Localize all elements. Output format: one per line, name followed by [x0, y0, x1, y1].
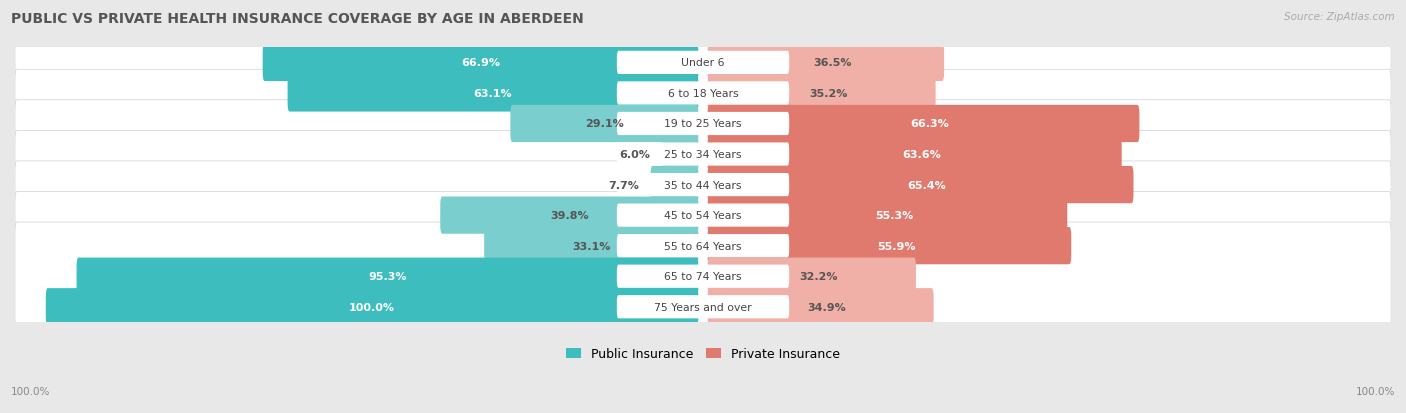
Text: PUBLIC VS PRIVATE HEALTH INSURANCE COVERAGE BY AGE IN ABERDEEN: PUBLIC VS PRIVATE HEALTH INSURANCE COVER…: [11, 12, 583, 26]
Text: 100.0%: 100.0%: [1355, 387, 1395, 396]
FancyBboxPatch shape: [617, 295, 789, 318]
Text: 36.5%: 36.5%: [813, 58, 852, 68]
Text: Source: ZipAtlas.com: Source: ZipAtlas.com: [1284, 12, 1395, 22]
FancyBboxPatch shape: [15, 9, 1391, 178]
Text: 95.3%: 95.3%: [368, 272, 406, 282]
Legend: Public Insurance, Private Insurance: Public Insurance, Private Insurance: [561, 342, 845, 366]
FancyBboxPatch shape: [707, 288, 934, 325]
Text: 35.2%: 35.2%: [808, 89, 848, 99]
FancyBboxPatch shape: [662, 136, 699, 173]
FancyBboxPatch shape: [617, 82, 789, 105]
Text: 55.9%: 55.9%: [877, 241, 915, 251]
FancyBboxPatch shape: [707, 75, 935, 112]
FancyBboxPatch shape: [484, 228, 699, 265]
Text: 55 to 64 Years: 55 to 64 Years: [664, 241, 742, 251]
Text: 7.7%: 7.7%: [609, 180, 640, 190]
FancyBboxPatch shape: [263, 45, 699, 82]
FancyBboxPatch shape: [15, 192, 1391, 361]
FancyBboxPatch shape: [617, 113, 789, 136]
Text: 6 to 18 Years: 6 to 18 Years: [668, 89, 738, 99]
FancyBboxPatch shape: [617, 52, 789, 75]
Text: 6.0%: 6.0%: [620, 150, 651, 160]
FancyBboxPatch shape: [617, 265, 789, 288]
FancyBboxPatch shape: [15, 161, 1391, 331]
Text: 29.1%: 29.1%: [585, 119, 624, 129]
Text: 25 to 34 Years: 25 to 34 Years: [664, 150, 742, 160]
Text: 35 to 44 Years: 35 to 44 Years: [664, 180, 742, 190]
FancyBboxPatch shape: [707, 45, 943, 82]
Text: 75 Years and over: 75 Years and over: [654, 302, 752, 312]
FancyBboxPatch shape: [617, 143, 789, 166]
FancyBboxPatch shape: [76, 258, 699, 295]
FancyBboxPatch shape: [617, 173, 789, 197]
Text: 63.6%: 63.6%: [901, 150, 941, 160]
Text: 100.0%: 100.0%: [349, 302, 395, 312]
FancyBboxPatch shape: [15, 101, 1391, 270]
Text: Under 6: Under 6: [682, 58, 724, 68]
FancyBboxPatch shape: [46, 288, 699, 325]
Text: 39.8%: 39.8%: [550, 211, 589, 221]
FancyBboxPatch shape: [617, 204, 789, 227]
FancyBboxPatch shape: [707, 228, 1071, 265]
FancyBboxPatch shape: [15, 131, 1391, 300]
FancyBboxPatch shape: [617, 235, 789, 258]
FancyBboxPatch shape: [440, 197, 699, 234]
FancyBboxPatch shape: [707, 258, 915, 295]
Text: 45 to 54 Years: 45 to 54 Years: [664, 211, 742, 221]
Text: 66.3%: 66.3%: [911, 119, 949, 129]
Text: 66.9%: 66.9%: [461, 58, 501, 68]
FancyBboxPatch shape: [15, 40, 1391, 209]
FancyBboxPatch shape: [15, 223, 1391, 392]
Text: 65.4%: 65.4%: [908, 180, 946, 190]
Text: 32.2%: 32.2%: [799, 272, 838, 282]
FancyBboxPatch shape: [651, 166, 699, 204]
FancyBboxPatch shape: [15, 0, 1391, 148]
FancyBboxPatch shape: [707, 197, 1067, 234]
FancyBboxPatch shape: [510, 106, 699, 143]
FancyBboxPatch shape: [15, 70, 1391, 239]
FancyBboxPatch shape: [288, 75, 699, 112]
FancyBboxPatch shape: [707, 166, 1133, 204]
FancyBboxPatch shape: [707, 106, 1139, 143]
Text: 65 to 74 Years: 65 to 74 Years: [664, 272, 742, 282]
Text: 33.1%: 33.1%: [572, 241, 610, 251]
Text: 34.9%: 34.9%: [808, 302, 846, 312]
Text: 19 to 25 Years: 19 to 25 Years: [664, 119, 742, 129]
Text: 63.1%: 63.1%: [474, 89, 512, 99]
Text: 100.0%: 100.0%: [11, 387, 51, 396]
FancyBboxPatch shape: [707, 136, 1122, 173]
Text: 55.3%: 55.3%: [875, 211, 912, 221]
